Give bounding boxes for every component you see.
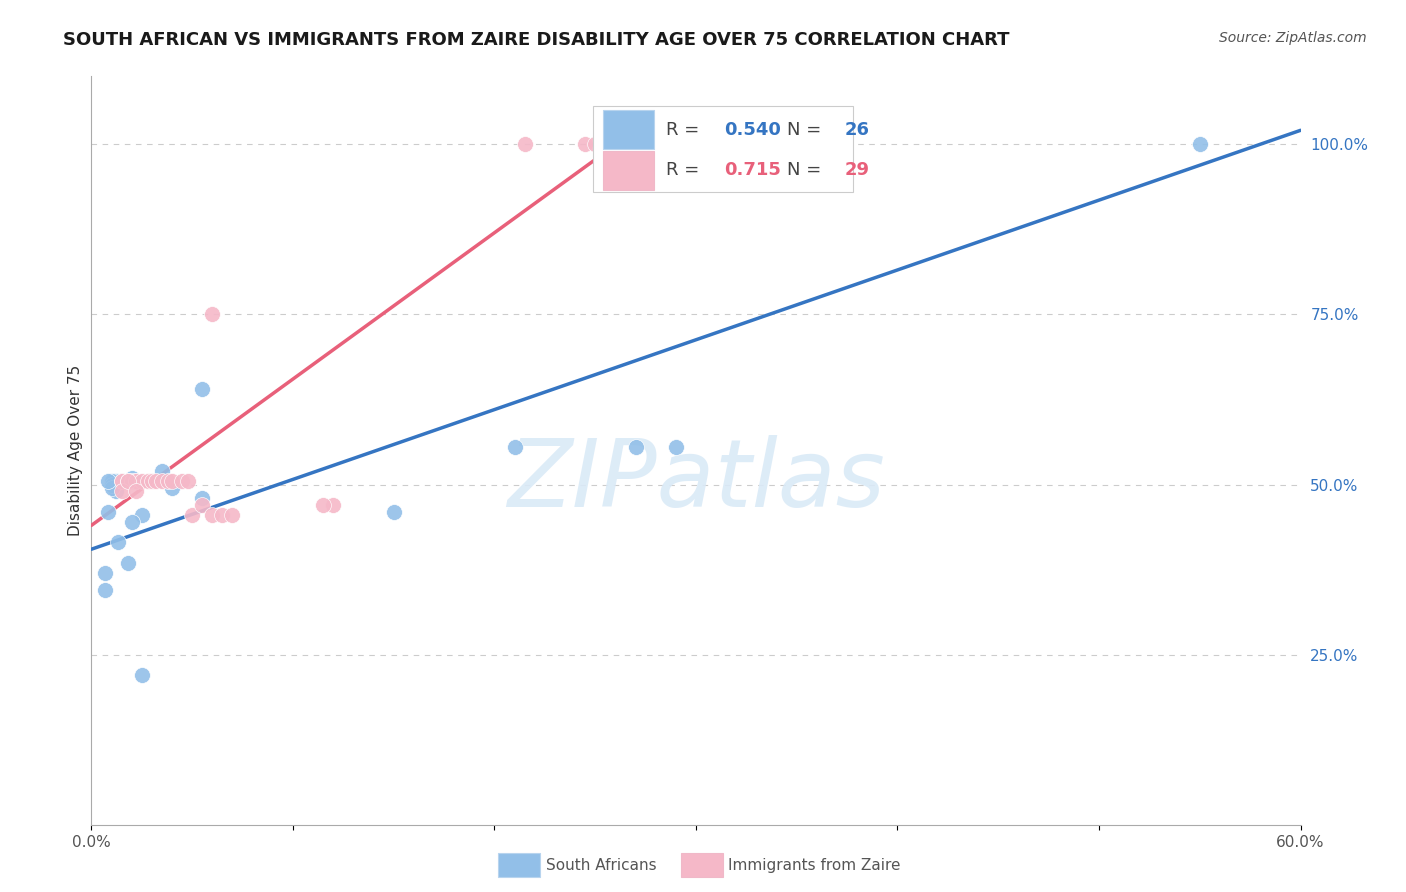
Point xyxy=(121,471,143,485)
Y-axis label: Disability Age Over 75: Disability Age Over 75 xyxy=(67,365,83,536)
Text: 29: 29 xyxy=(845,161,870,179)
Point xyxy=(1188,136,1211,151)
Point xyxy=(191,491,214,505)
Point xyxy=(503,440,526,454)
Text: R =: R = xyxy=(665,161,704,179)
FancyBboxPatch shape xyxy=(593,106,853,192)
Point xyxy=(312,498,335,512)
Point xyxy=(211,508,233,523)
Point xyxy=(100,481,122,495)
Point xyxy=(201,508,224,523)
Text: Immigrants from Zaire: Immigrants from Zaire xyxy=(728,858,901,872)
Point xyxy=(624,440,647,454)
Point xyxy=(131,668,153,682)
Text: 0.715: 0.715 xyxy=(724,161,780,179)
Point xyxy=(121,515,143,529)
Point xyxy=(156,474,179,488)
Point xyxy=(201,307,224,321)
Point xyxy=(94,566,117,580)
Point xyxy=(177,474,200,488)
Point xyxy=(111,474,132,488)
Point xyxy=(172,474,194,488)
Point xyxy=(160,481,183,495)
Text: ZIPatlas: ZIPatlas xyxy=(508,435,884,526)
Text: SOUTH AFRICAN VS IMMIGRANTS FROM ZAIRE DISABILITY AGE OVER 75 CORRELATION CHART: SOUTH AFRICAN VS IMMIGRANTS FROM ZAIRE D… xyxy=(63,31,1010,49)
Point xyxy=(131,508,153,523)
Text: 0.540: 0.540 xyxy=(724,121,780,139)
Point xyxy=(100,474,122,488)
Point xyxy=(117,474,139,488)
Point xyxy=(125,474,148,488)
Point xyxy=(125,474,148,488)
Point xyxy=(181,508,204,523)
Point xyxy=(121,474,143,488)
Point xyxy=(574,136,596,151)
Point xyxy=(117,474,139,488)
Point xyxy=(665,440,688,454)
Text: R =: R = xyxy=(665,121,704,139)
FancyBboxPatch shape xyxy=(603,151,654,190)
Point xyxy=(104,484,127,499)
Point xyxy=(191,382,214,396)
Point xyxy=(160,474,183,488)
Point xyxy=(100,477,122,491)
Point xyxy=(150,474,173,488)
Point xyxy=(131,474,153,488)
Point xyxy=(111,484,132,499)
Text: N =: N = xyxy=(786,121,827,139)
Point xyxy=(96,474,118,488)
Point xyxy=(145,474,167,488)
Point xyxy=(322,498,344,512)
Point xyxy=(191,498,214,512)
Point xyxy=(94,583,117,598)
Point xyxy=(150,464,173,478)
Point xyxy=(382,505,405,519)
Point xyxy=(221,508,243,523)
Point xyxy=(111,474,132,488)
Point xyxy=(513,136,536,151)
Point xyxy=(111,474,132,488)
Point xyxy=(141,474,163,488)
Point xyxy=(107,535,129,549)
Point xyxy=(117,556,139,570)
Text: Source: ZipAtlas.com: Source: ZipAtlas.com xyxy=(1219,31,1367,45)
Point xyxy=(125,484,148,499)
Text: South Africans: South Africans xyxy=(546,858,657,872)
Point xyxy=(583,136,606,151)
Point xyxy=(117,474,139,488)
Text: N =: N = xyxy=(786,161,827,179)
Text: 26: 26 xyxy=(845,121,870,139)
FancyBboxPatch shape xyxy=(603,111,654,149)
Point xyxy=(96,505,118,519)
Point xyxy=(104,474,127,488)
Point xyxy=(136,474,159,488)
